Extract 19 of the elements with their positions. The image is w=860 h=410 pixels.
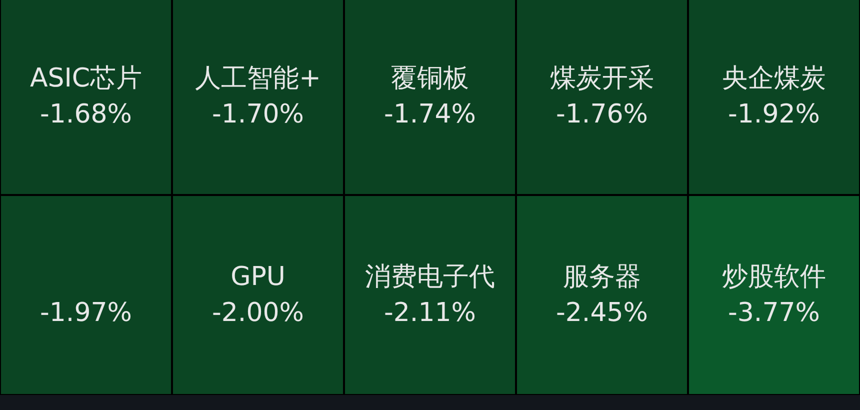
data-label: -3.77%	[728, 298, 820, 328]
data-label: -1.68%	[40, 100, 132, 130]
data-label: -1.92%	[728, 100, 820, 130]
category-label: 覆铜板	[391, 64, 469, 94]
data-label: -1.74%	[384, 100, 476, 130]
category-label: 炒股软件	[722, 262, 826, 292]
data-label: -2.11%	[384, 298, 476, 328]
data-label: -1.97%	[40, 298, 132, 328]
category-label: 消费电子代	[365, 262, 495, 292]
category-label: 煤炭开采	[550, 64, 654, 94]
data-label: -1.70%	[212, 100, 304, 130]
data-label: -2.45%	[556, 298, 648, 328]
category-label: GPU	[230, 262, 286, 292]
data-label: -2.00%	[212, 298, 304, 328]
category-label: 服务器	[563, 262, 641, 292]
category-label: 人工智能+	[195, 64, 321, 94]
category-label: ASIC芯片	[30, 64, 142, 94]
category-label: 央企煤炭	[722, 64, 826, 94]
data-label: -1.76%	[556, 100, 648, 130]
